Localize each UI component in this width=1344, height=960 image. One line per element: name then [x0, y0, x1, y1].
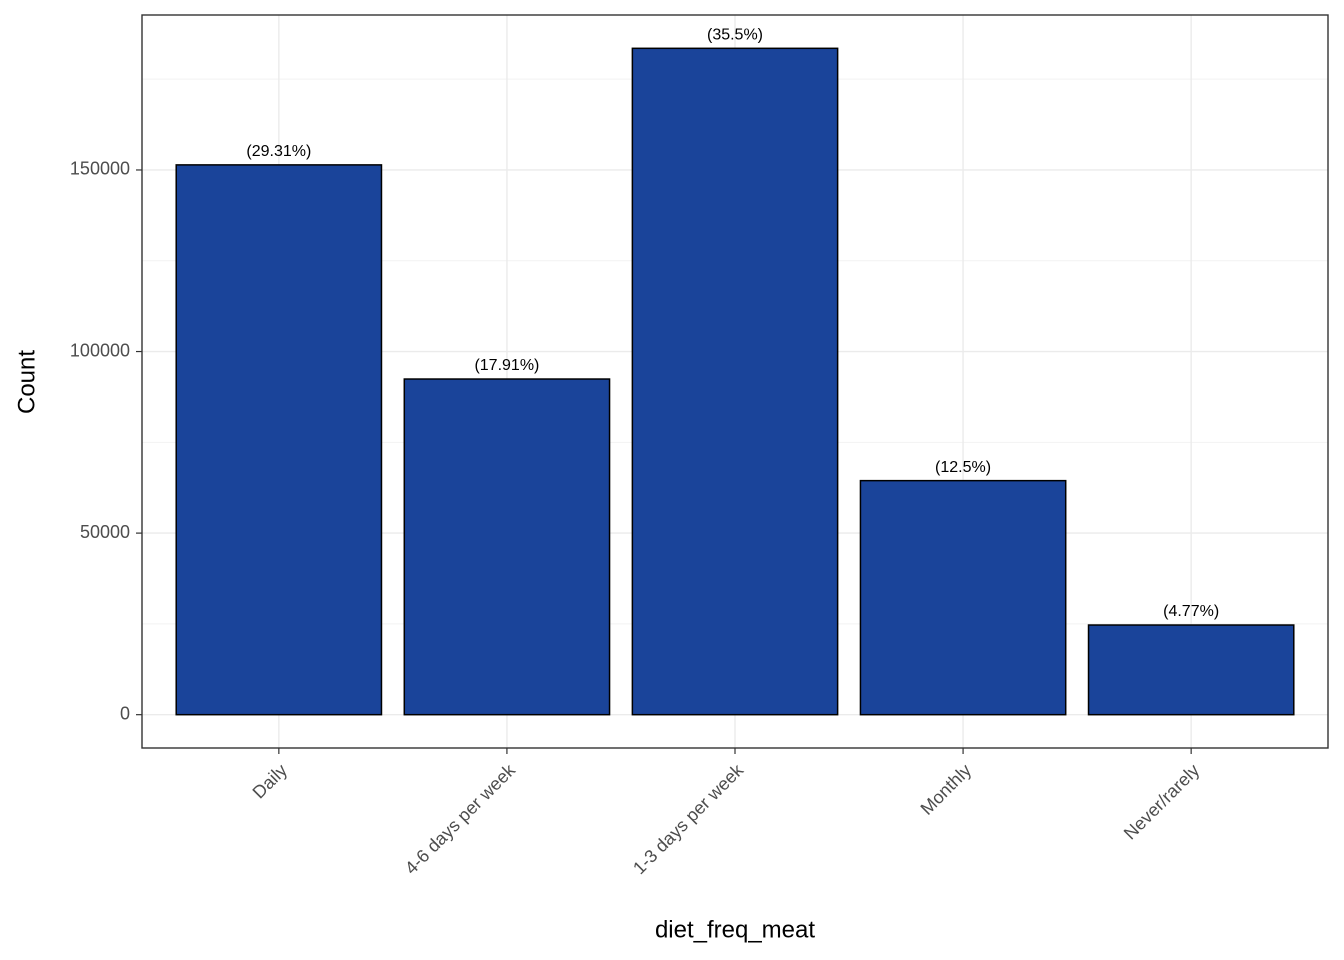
panel-border [141, 14, 1329, 749]
bar [403, 378, 611, 716]
bar-label: (4.77%) [1163, 603, 1219, 620]
x-tick-label: Daily [249, 760, 291, 802]
x-tick-label: 4-6 days per week [401, 759, 520, 878]
y-tick-label: 50000 [80, 522, 130, 542]
bar [1087, 624, 1295, 716]
bar-label: (17.91%) [474, 357, 539, 374]
bar [175, 164, 383, 716]
y-tick-label: 100000 [70, 340, 130, 360]
y-axis-title: Count [13, 350, 40, 414]
bar [859, 479, 1067, 716]
bar-label: (12.5%) [935, 459, 991, 476]
bar-label: (29.31%) [246, 143, 311, 160]
x-tick-label: Monthly [917, 760, 976, 819]
y-tick-label: 0 [120, 703, 130, 723]
x-axis-title: diet_freq_meat [655, 916, 815, 943]
bar-label: (35.5%) [707, 27, 763, 44]
bar [631, 47, 839, 716]
x-tick-label: 1-3 days per week [629, 759, 748, 878]
y-tick-label: 150000 [70, 159, 130, 179]
x-tick-label: Never/rarely [1120, 760, 1203, 843]
